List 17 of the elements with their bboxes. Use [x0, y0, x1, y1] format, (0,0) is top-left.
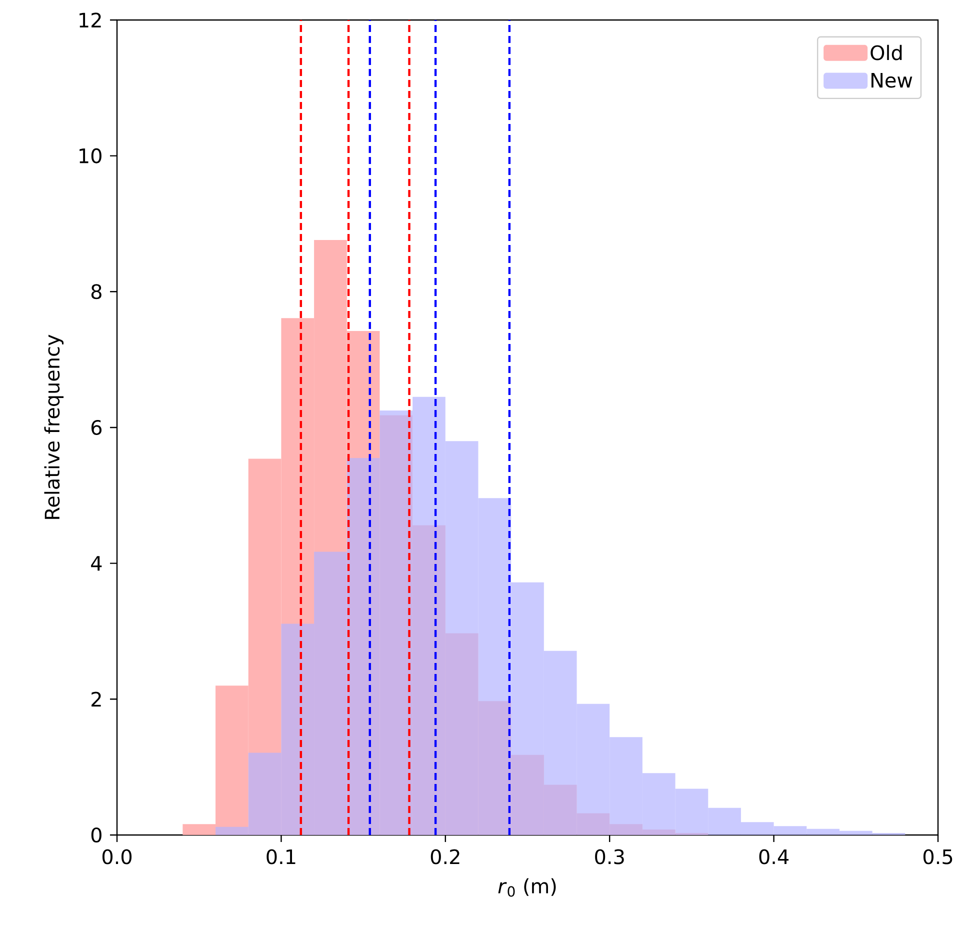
legend-label: Old — [870, 44, 902, 60]
y-axis-title: Relative frequency — [44, 334, 64, 519]
x-tick-label: 0.4 — [759, 849, 789, 864]
legend-label: New — [872, 72, 912, 88]
y-tick-label: 12 — [80, 12, 101, 28]
y-tick-label: 4 — [91, 556, 102, 571]
x-tick-label: 0.3 — [595, 849, 624, 864]
y-tick-label: 6 — [91, 420, 102, 436]
x-axis-title: r$_{0}$ (m) — [498, 878, 556, 897]
x-tick-label: 0.0 — [102, 849, 132, 864]
x-tick-label: 0.1 — [266, 849, 296, 864]
y-tick-label: 8 — [91, 284, 102, 300]
y-tick-label: 0 — [91, 827, 102, 843]
x-tick-label: 0.5 — [923, 849, 952, 864]
x-tick-label: 0.2 — [430, 849, 460, 864]
y-tick-label: 10 — [80, 148, 102, 164]
y-tick-label: 2 — [92, 692, 101, 707]
